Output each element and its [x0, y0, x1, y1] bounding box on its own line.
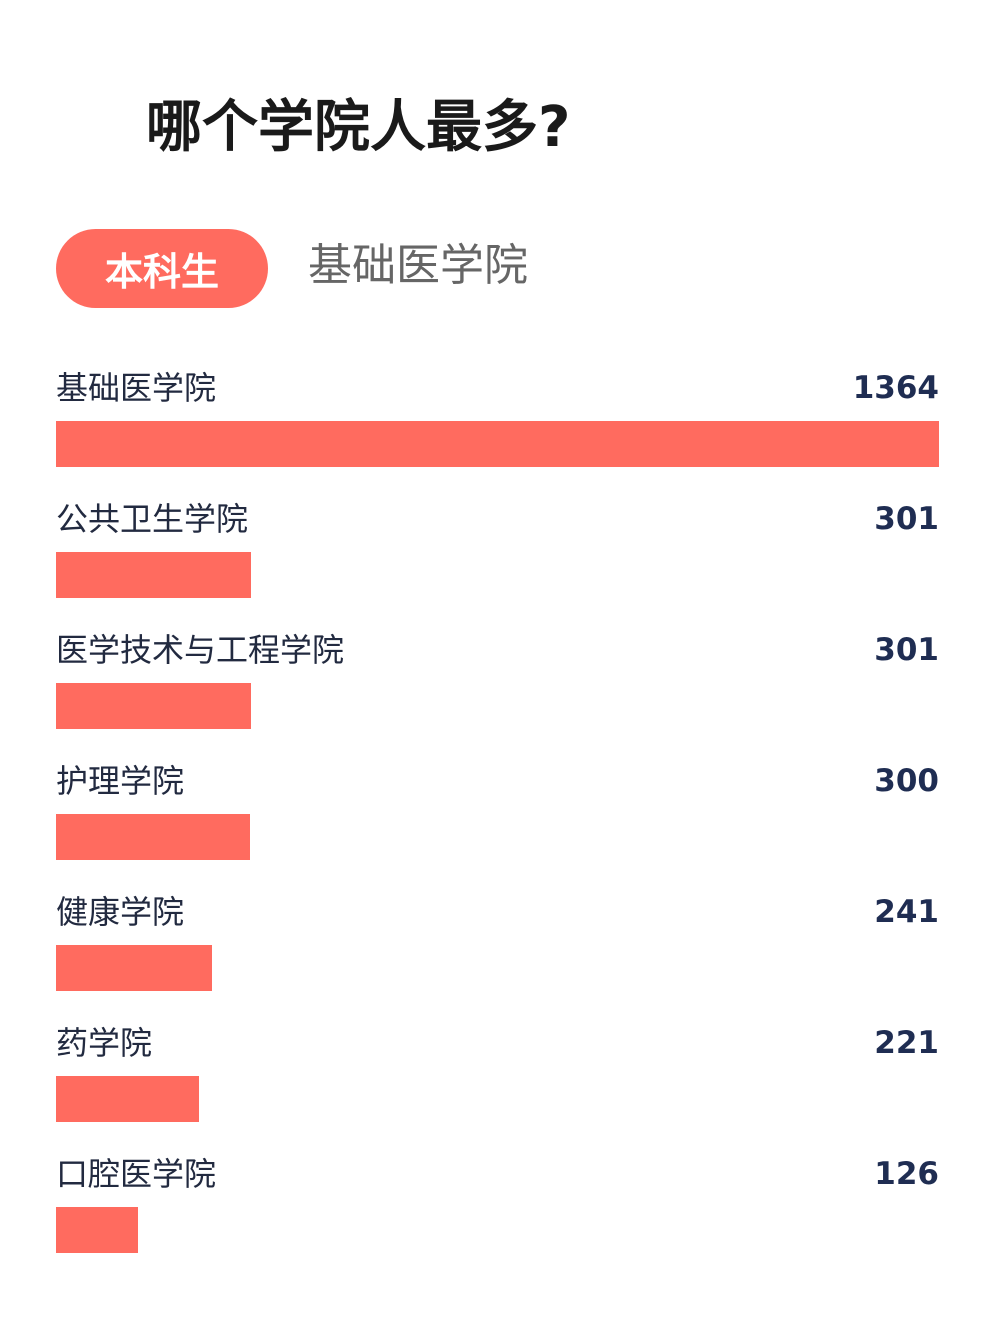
bar	[56, 945, 212, 991]
bar-value-label: 301	[874, 501, 939, 537]
bar-label: 护理学院	[56, 762, 185, 800]
bar-label: 口腔医学院	[56, 1155, 217, 1193]
bar-value-label: 126	[874, 1156, 939, 1192]
bar	[56, 1207, 138, 1253]
bar-label: 医学技术与工程学院	[56, 631, 345, 669]
bar	[56, 421, 939, 467]
student-type-pill[interactable]: 本科生	[56, 229, 268, 308]
bar-value-label: 300	[874, 763, 939, 799]
bar	[56, 552, 251, 598]
bar-value-label: 1364	[852, 370, 939, 406]
bar-value-label: 241	[874, 894, 939, 930]
student-type-label: 本科生	[104, 250, 219, 294]
bar	[56, 814, 250, 860]
page-title: 哪个学院人最多?	[146, 95, 571, 160]
bar	[56, 683, 251, 729]
bar-value-label: 221	[874, 1025, 939, 1061]
bar	[56, 1076, 199, 1122]
bar-value-label: 301	[874, 632, 939, 668]
bar-label: 健康学院	[56, 893, 185, 931]
school-filter-label[interactable]: 基础医学院	[308, 240, 528, 291]
bar-label: 药学院	[56, 1024, 153, 1062]
bar-label: 基础医学院	[56, 369, 217, 407]
bar-label: 公共卫生学院	[56, 500, 249, 538]
